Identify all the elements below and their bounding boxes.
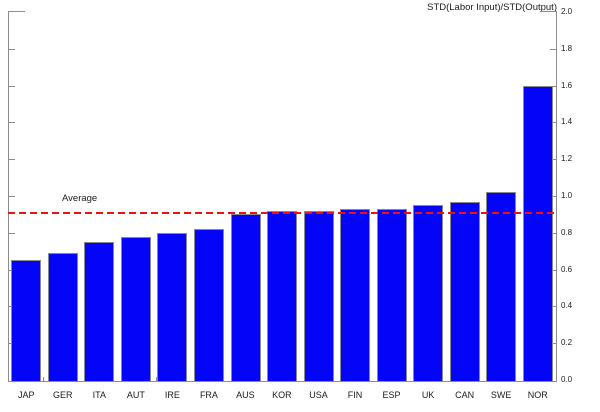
y-tick-left xyxy=(9,122,15,124)
x-axis xyxy=(8,381,557,382)
average-line-label: Average xyxy=(62,193,98,204)
bar-ita xyxy=(84,242,115,381)
y-tick-label: 1.6 xyxy=(561,80,573,90)
y-tick-label: 0.4 xyxy=(561,301,573,311)
bar-aut xyxy=(120,236,151,381)
y-tick-label: 2.0 xyxy=(561,7,573,16)
x-tick-label-aut: AUT xyxy=(126,390,145,400)
y-tick-label: 0.0 xyxy=(561,375,573,384)
x-tick-label-esp: ESP xyxy=(382,390,401,400)
bar-ire xyxy=(157,232,188,381)
bar-esp xyxy=(376,208,407,381)
x-tick-label-fra: FRA xyxy=(199,390,218,400)
y-tick-right xyxy=(550,122,556,124)
x-tick-label-jap: JAP xyxy=(17,390,35,400)
y-tick-right xyxy=(550,48,556,50)
x-minor-tick xyxy=(156,377,158,381)
y-tick-left xyxy=(9,159,15,161)
y-tick-left xyxy=(9,232,15,234)
y-tick-right xyxy=(550,159,556,161)
x-tick-label-can: CAN xyxy=(455,390,475,400)
bar-nor xyxy=(522,85,553,381)
bar-aus xyxy=(230,214,261,381)
y-tick-right xyxy=(550,85,556,87)
y-tick-left xyxy=(9,196,15,197)
bar-kor xyxy=(267,210,297,381)
x-tick-label-nor: NOR xyxy=(527,390,548,400)
x-tick-label-uk: UK xyxy=(421,390,435,400)
x-tick-label-ire: IRE xyxy=(164,390,180,400)
y-axis-left-cap xyxy=(8,11,25,12)
y-tick-label: 0.6 xyxy=(561,264,573,274)
y-tick-label: 1.0 xyxy=(561,191,573,200)
y-axis-right xyxy=(556,11,557,381)
y-tick-label: 1.8 xyxy=(561,43,573,53)
chart-title: STD(Labor Input)/STD(Output) xyxy=(427,2,557,13)
x-tick-label-kor: KOR xyxy=(272,390,292,400)
bar-can xyxy=(449,201,480,381)
x-tick-label-aus: AUS xyxy=(236,390,255,400)
y-tick-right xyxy=(550,196,556,197)
x-tick-label-ita: ITA xyxy=(92,390,107,400)
y-tick-right xyxy=(550,306,556,308)
average-line xyxy=(8,211,556,214)
bar-ger xyxy=(47,253,78,381)
y-axis-left xyxy=(8,11,9,381)
bar-jap xyxy=(11,260,42,381)
x-tick-label-fin: FIN xyxy=(347,390,363,400)
bar-usa xyxy=(303,210,334,381)
y-tick-label: 0.8 xyxy=(561,227,573,237)
y-tick-label: 1.4 xyxy=(561,117,573,127)
y-tick-left xyxy=(9,48,15,50)
bar-fin xyxy=(340,208,371,381)
bar-swe xyxy=(486,192,517,381)
y-tick-label: 1.2 xyxy=(561,154,573,164)
bar-fra xyxy=(193,229,224,381)
y-tick-left xyxy=(9,85,15,87)
y-axis-right-cap xyxy=(540,11,557,12)
y-tick-right xyxy=(550,343,556,345)
x-tick-label-swe: SWE xyxy=(490,390,512,400)
y-tick-right xyxy=(550,269,556,271)
y-tick-label: 0.2 xyxy=(561,338,573,348)
y-tick-right xyxy=(550,232,556,234)
x-tick-label-ger: GER xyxy=(52,390,73,400)
x-minor-tick xyxy=(43,377,44,381)
bar-uk xyxy=(413,205,444,381)
x-tick-label-usa: USA xyxy=(309,390,328,400)
